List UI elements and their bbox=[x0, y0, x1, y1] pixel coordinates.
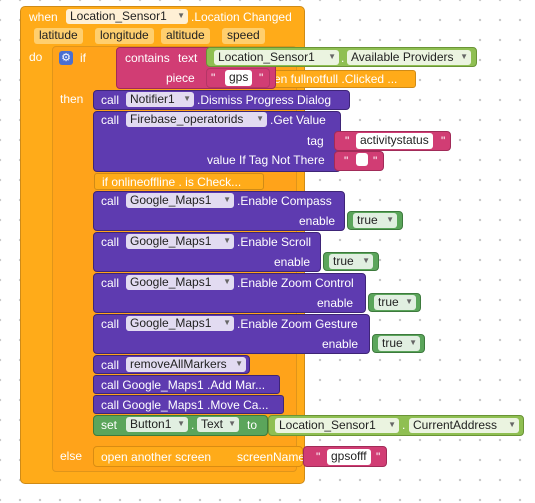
tag-value[interactable]: activitystatus bbox=[356, 133, 433, 149]
when-label: when bbox=[29, 10, 58, 24]
do-label: do bbox=[29, 50, 43, 64]
procedure-dropdown[interactable]: removeAllMarkers ▼ bbox=[126, 357, 246, 372]
zoom-gesture-true-dropdown[interactable]: true ▼ bbox=[378, 336, 420, 351]
firebase-method: .Get Value bbox=[270, 113, 326, 127]
gear-icon[interactable]: ⚙ bbox=[59, 51, 73, 65]
param-latitude[interactable]: latitude bbox=[34, 28, 83, 44]
chevron-down-icon: ▼ bbox=[228, 419, 236, 428]
hidden-event-text: en fullnotfull .Clicked ... bbox=[274, 72, 398, 86]
chevron-down-icon: ▼ bbox=[177, 419, 185, 428]
enable-label: enable bbox=[317, 296, 354, 310]
chevron-down-icon: ▼ bbox=[508, 420, 516, 429]
text-property-dropdown[interactable]: Available Providers ▼ bbox=[347, 50, 471, 65]
chevron-down-icon: ▼ bbox=[388, 420, 396, 429]
then-label: then bbox=[60, 92, 84, 106]
param-speed[interactable]: speed bbox=[222, 28, 265, 44]
zoom-gesture-method: .Enable Zoom Gesture bbox=[237, 317, 358, 331]
text-label: text bbox=[178, 51, 198, 65]
close-quote-icon: " bbox=[441, 134, 446, 148]
chevron-down-icon: ▼ bbox=[409, 338, 417, 347]
to-label: to bbox=[247, 418, 258, 432]
close-quote-icon: " bbox=[259, 71, 264, 85]
open-quote-icon: " bbox=[344, 154, 349, 168]
maps-component-dropdown[interactable]: Google_Maps1 ▼ bbox=[126, 275, 234, 290]
chevron-down-icon: ▼ bbox=[183, 94, 191, 103]
call-label: call bbox=[101, 93, 120, 107]
open-screen-label: open another screen bbox=[101, 450, 212, 464]
piece-value[interactable]: gps bbox=[225, 70, 253, 86]
maps-component-dropdown[interactable]: Google_Maps1 ▼ bbox=[126, 193, 234, 208]
set-label: set bbox=[101, 418, 118, 432]
call-label: call bbox=[101, 317, 120, 331]
enable-label: enable bbox=[299, 214, 336, 228]
chevron-down-icon: ▼ bbox=[362, 256, 370, 265]
default-value-label: value If Tag Not There bbox=[207, 153, 325, 167]
contains-label: contains bbox=[125, 51, 170, 65]
notifier-component-dropdown[interactable]: Notifier1 ▼ bbox=[126, 92, 194, 107]
chevron-down-icon: ▼ bbox=[386, 215, 394, 224]
enable-label: enable bbox=[322, 337, 359, 351]
button-property-dropdown[interactable]: Text ▼ bbox=[197, 417, 239, 432]
collapsed-add-marker-block[interactable] bbox=[93, 375, 280, 394]
chevron-down-icon: ▼ bbox=[405, 297, 413, 306]
call-label: call bbox=[101, 194, 120, 208]
chevron-down-icon: ▼ bbox=[223, 318, 231, 327]
chevron-down-icon: ▼ bbox=[328, 52, 336, 61]
screen-name-label: screenName bbox=[237, 450, 306, 464]
else-label: else bbox=[60, 449, 83, 463]
open-quote-icon: " bbox=[316, 450, 321, 464]
add-marker-text: call Google_Maps1 .Add Mar... bbox=[101, 378, 266, 392]
scroll-method: .Enable Scroll bbox=[237, 235, 312, 249]
dismiss-method: .Dismiss Progress Dialog bbox=[197, 93, 332, 107]
call-label: call bbox=[101, 113, 120, 127]
call-label: call bbox=[101, 235, 120, 249]
call-label: call bbox=[101, 276, 120, 290]
chevron-down-icon: ▼ bbox=[223, 277, 231, 286]
enable-label: enable bbox=[274, 255, 311, 269]
compass-method: .Enable Compass bbox=[237, 194, 332, 208]
getter-component-dropdown[interactable]: Location_Sensor1 ▼ bbox=[275, 418, 399, 433]
button-component-dropdown[interactable]: Button1 ▼ bbox=[126, 417, 188, 432]
scroll-true-dropdown[interactable]: true ▼ bbox=[329, 254, 373, 269]
maps-component-dropdown[interactable]: Google_Maps1 ▼ bbox=[126, 234, 234, 249]
close-quote-icon: " bbox=[373, 154, 378, 168]
if-label: if bbox=[80, 51, 86, 65]
maps-component-dropdown[interactable]: Google_Maps1 ▼ bbox=[126, 316, 234, 331]
piece-label: piece bbox=[166, 71, 195, 85]
firebase-component-dropdown[interactable]: Firebase_operatorids ▼ bbox=[126, 112, 267, 127]
dot-separator: . bbox=[402, 418, 406, 432]
chevron-down-icon: ▼ bbox=[177, 11, 185, 20]
chevron-down-icon: ▼ bbox=[223, 195, 231, 204]
chevron-down-icon: ▼ bbox=[223, 236, 231, 245]
chevron-down-icon: ▼ bbox=[235, 359, 243, 368]
move-camera-text: call Google_Maps1 .Move Ca... bbox=[101, 398, 269, 412]
param-altitude[interactable]: altitude bbox=[161, 28, 210, 44]
zoom-control-true-dropdown[interactable]: true ▼ bbox=[374, 295, 416, 310]
collapsed-if-text: if onlineoffline . is Check... bbox=[102, 175, 242, 189]
tag-label: tag bbox=[307, 134, 324, 148]
close-quote-icon: " bbox=[376, 450, 381, 464]
zoom-control-method: .Enable Zoom Control bbox=[237, 276, 354, 290]
text-component-dropdown[interactable]: Location_Sensor1 ▼ bbox=[214, 50, 339, 65]
getter-property-dropdown[interactable]: CurrentAddress ▼ bbox=[409, 418, 519, 433]
event-component-dropdown[interactable]: Location_Sensor1 ▼ bbox=[66, 9, 188, 24]
chevron-down-icon: ▼ bbox=[256, 114, 264, 123]
dot-separator: . bbox=[341, 51, 345, 65]
event-name: .Location Changed bbox=[191, 10, 292, 24]
call-label: call bbox=[101, 358, 120, 372]
screen-name-value[interactable]: gpsofff bbox=[327, 449, 371, 465]
compass-true-dropdown[interactable]: true ▼ bbox=[353, 213, 397, 228]
open-quote-icon: " bbox=[211, 71, 216, 85]
default-value[interactable] bbox=[356, 153, 368, 166]
open-screen-block[interactable] bbox=[93, 446, 303, 467]
param-longitude[interactable]: longitude bbox=[95, 28, 154, 44]
dot-separator: . bbox=[191, 418, 195, 432]
open-quote-icon: " bbox=[345, 134, 350, 148]
chevron-down-icon: ▼ bbox=[460, 52, 468, 61]
collapsed-move-camera-block[interactable] bbox=[93, 395, 284, 414]
collapsed-if-block[interactable] bbox=[94, 173, 264, 190]
